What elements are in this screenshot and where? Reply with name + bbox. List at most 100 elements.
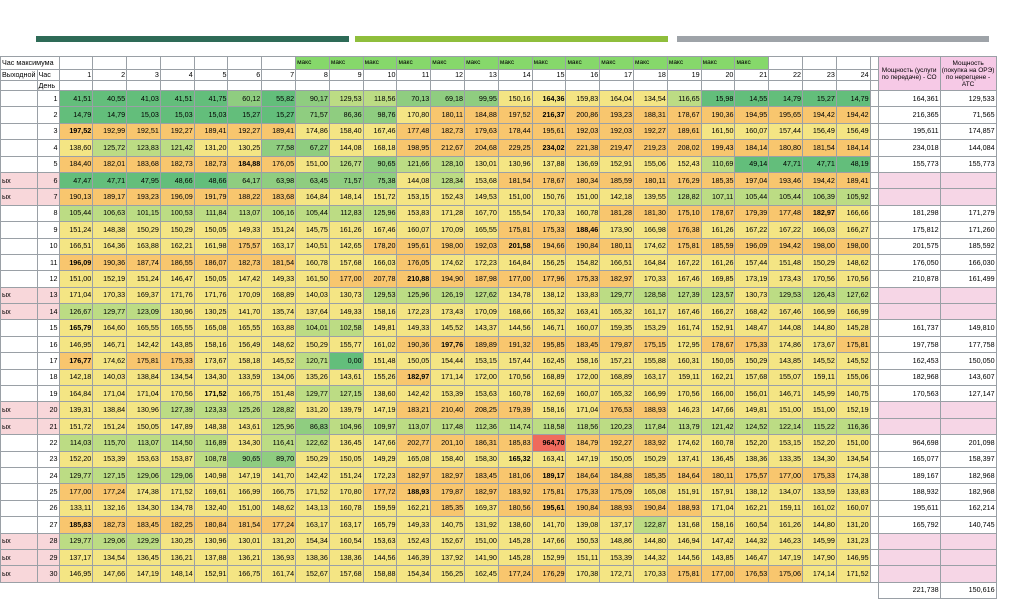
value-cell[interactable]: 176,38 xyxy=(666,221,702,239)
value-cell[interactable]: 134,54 xyxy=(633,89,668,108)
header-cell[interactable] xyxy=(700,80,736,91)
value-cell[interactable]: 187,74 xyxy=(126,253,161,272)
value-cell[interactable]: 150,05 xyxy=(328,450,364,468)
value-cell[interactable]: 190,36 xyxy=(92,253,128,272)
value-cell[interactable]: 105,44 xyxy=(295,204,330,223)
hour-number[interactable]: 5 xyxy=(193,69,229,81)
value-cell[interactable]: 165,55 xyxy=(126,319,161,337)
ats-value[interactable] xyxy=(939,532,997,550)
co-value[interactable]: 197,758 xyxy=(877,335,941,354)
weekend-marker[interactable] xyxy=(0,89,38,108)
value-cell[interactable]: 163,17 xyxy=(633,368,668,387)
value-cell[interactable]: 47,71 xyxy=(802,155,837,173)
ats-value[interactable] xyxy=(939,565,997,583)
value-cell[interactable]: 151,00 xyxy=(802,401,837,419)
value-cell[interactable]: 190,13 xyxy=(58,188,94,206)
value-cell[interactable]: 116,41 xyxy=(261,434,297,452)
header-cell[interactable] xyxy=(565,80,601,91)
value-cell[interactable]: 146,94 xyxy=(666,532,702,550)
weekend-marker[interactable] xyxy=(0,253,38,272)
value-cell[interactable]: 130,96 xyxy=(497,155,533,173)
value-cell[interactable]: 154,34 xyxy=(295,532,330,550)
co-value[interactable]: 188,932 xyxy=(877,483,941,501)
value-cell[interactable]: 71,57 xyxy=(295,106,330,124)
co-value[interactable]: 155,773 xyxy=(877,155,941,173)
value-cell[interactable]: 186,55 xyxy=(159,253,195,272)
value-cell[interactable]: 155,07 xyxy=(768,368,804,387)
value-cell[interactable]: 127,39 xyxy=(666,286,702,305)
value-cell[interactable]: 135,26 xyxy=(295,368,330,387)
value-cell[interactable]: 165,32 xyxy=(497,450,533,468)
value-cell[interactable]: 181,54 xyxy=(227,516,263,534)
value-cell[interactable]: 166,00 xyxy=(700,385,736,403)
value-cell[interactable]: 41,51 xyxy=(58,89,94,108)
day-number[interactable]: 11 xyxy=(36,253,60,272)
value-cell[interactable]: 131,20 xyxy=(835,516,871,534)
day-number[interactable]: 3 xyxy=(36,122,60,141)
value-cell[interactable]: 163,17 xyxy=(295,516,330,534)
value-cell[interactable]: 67,27 xyxy=(295,139,330,157)
value-cell[interactable]: 151,00 xyxy=(768,401,804,419)
weekend-marker[interactable]: ых xyxy=(0,417,38,436)
value-cell[interactable]: 133,59 xyxy=(802,483,837,501)
maks-label[interactable]: макс xyxy=(599,56,635,70)
value-cell[interactable]: 144,80 xyxy=(633,532,668,550)
value-cell[interactable]: 153,15 xyxy=(768,434,804,452)
value-cell[interactable]: 64,17 xyxy=(227,171,263,190)
header-cell[interactable] xyxy=(295,80,330,91)
value-cell[interactable]: 152,43 xyxy=(396,532,432,550)
value-cell[interactable]: 115,22 xyxy=(802,417,837,436)
value-cell[interactable]: 102,58 xyxy=(328,319,364,337)
hour-number[interactable]: 15 xyxy=(531,69,567,81)
spacer-cell[interactable] xyxy=(869,516,879,534)
value-cell[interactable]: 175,33 xyxy=(159,352,195,370)
value-cell[interactable]: 48,66 xyxy=(159,171,195,190)
co-value[interactable] xyxy=(877,188,941,206)
value-cell[interactable]: 204,68 xyxy=(464,139,499,157)
day-number[interactable]: 21 xyxy=(36,417,60,436)
empty-cell[interactable] xyxy=(870,582,878,598)
maks-label[interactable]: макс xyxy=(633,56,668,70)
header-cell[interactable] xyxy=(599,80,635,91)
value-cell[interactable]: 154,82 xyxy=(565,253,601,272)
value-cell[interactable]: 170,33 xyxy=(633,270,668,288)
value-cell[interactable]: 144,56 xyxy=(497,319,533,337)
value-cell[interactable]: 178,67 xyxy=(700,204,736,223)
value-cell[interactable]: 188,93 xyxy=(633,401,668,419)
co-value[interactable]: 234,018 xyxy=(877,139,941,157)
value-cell[interactable]: 173,43 xyxy=(430,303,466,321)
value-cell[interactable]: 161,26 xyxy=(700,221,736,239)
value-cell[interactable]: 194,42 xyxy=(802,171,837,190)
value-cell[interactable]: 149,29 xyxy=(362,450,398,468)
value-cell[interactable]: 145,52 xyxy=(835,352,871,370)
value-cell[interactable]: 118,56 xyxy=(362,89,398,108)
value-cell[interactable]: 176,05 xyxy=(261,155,297,173)
value-cell[interactable]: 15,98 xyxy=(700,89,736,108)
value-cell[interactable]: 116,89 xyxy=(193,434,229,452)
day-number[interactable]: 14 xyxy=(36,303,60,321)
maks-label[interactable]: макс xyxy=(734,56,770,70)
value-cell[interactable]: 146,47 xyxy=(734,548,770,567)
ats-value[interactable]: 144,084 xyxy=(939,139,997,157)
empty-cell[interactable] xyxy=(465,582,499,598)
value-cell[interactable]: 86,83 xyxy=(295,417,330,436)
value-cell[interactable]: 158,16 xyxy=(193,335,229,354)
value-cell[interactable]: 115,70 xyxy=(92,434,128,452)
header-cell[interactable] xyxy=(159,80,195,91)
value-cell[interactable]: 133,35 xyxy=(768,450,804,468)
value-cell[interactable]: 166,98 xyxy=(633,221,668,239)
value-cell[interactable]: 182,73 xyxy=(227,253,263,272)
empty-cell[interactable] xyxy=(329,582,363,598)
value-cell[interactable]: 146,23 xyxy=(768,532,804,550)
co-value[interactable] xyxy=(877,303,941,321)
value-cell[interactable]: 130,96 xyxy=(159,303,195,321)
value-cell[interactable]: 127,15 xyxy=(92,466,128,485)
co-value[interactable] xyxy=(877,171,941,190)
value-cell[interactable]: 105,44 xyxy=(734,188,770,206)
value-cell[interactable]: 152,91 xyxy=(193,565,229,583)
value-cell[interactable]: 210,40 xyxy=(430,401,466,419)
value-cell[interactable]: 131,92 xyxy=(464,516,499,534)
value-cell[interactable]: 155,77 xyxy=(328,335,364,354)
value-cell[interactable]: 185,35 xyxy=(700,171,736,190)
value-cell[interactable]: 48,66 xyxy=(193,171,229,190)
